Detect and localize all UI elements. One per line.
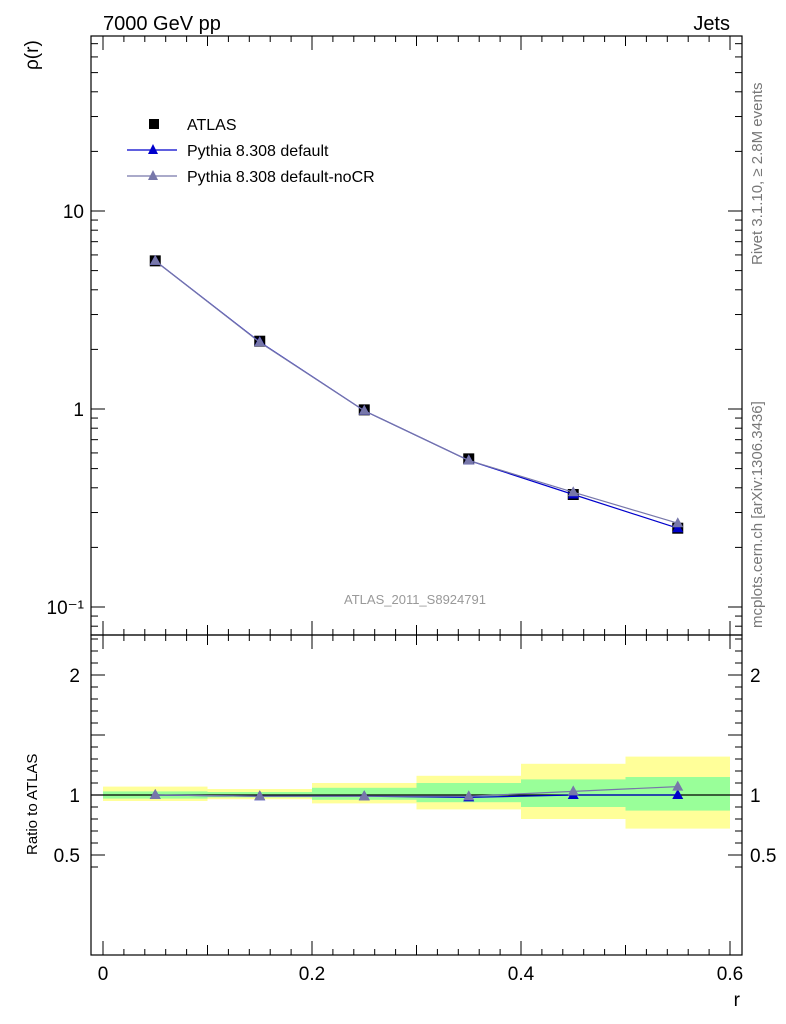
ratio-nocr-point — [254, 790, 266, 801]
main-series — [149, 254, 684, 534]
x-tick-label: 0.2 — [299, 964, 325, 985]
x-tick-label: 0 — [98, 964, 109, 985]
ratio-y-tick-label: 1 — [69, 786, 80, 807]
ratio-y-axis-label: Ratio to ATLAS — [24, 754, 41, 855]
header-left: 7000 GeV pp — [103, 13, 221, 35]
nocr-point — [567, 486, 579, 497]
ratio-y-tick-label: 0.5 — [54, 846, 80, 867]
main-y-tick-label: 10⁻¹ — [47, 598, 85, 619]
legend-entry-atlas: ATLAS — [149, 117, 237, 134]
default-point — [672, 522, 684, 533]
nocr-line — [154, 260, 678, 524]
ratio-plot-frame — [90, 634, 743, 956]
x-tick-label: 0.4 — [508, 964, 535, 985]
legend-marker-default — [148, 144, 158, 154]
legend-entry-nocr: Pythia 8.308 default-noCR — [127, 169, 375, 186]
ratio-nocr-point — [672, 780, 684, 791]
main-y-tick-label: 1 — [73, 400, 84, 421]
ratio-y-tick-label: 2 — [69, 666, 80, 687]
main-y-tick-label: 10 — [63, 202, 84, 223]
ratio-nocr-point — [567, 785, 579, 796]
ratio-nocr-point — [358, 790, 370, 801]
ratio-y-tick-label-right: 2 — [750, 666, 761, 687]
analysis-label: ATLAS_2011_S8924791 — [344, 592, 486, 607]
x-axis-label: r — [734, 990, 741, 1011]
x-tick-label: 0.6 — [717, 964, 743, 985]
default-line — [154, 260, 678, 529]
ratio-series — [149, 780, 684, 802]
axis-tick-labels: 10⁻¹ 1 10 0.5 0.5 1 1 2 2 0 0.2 0.4 0.6 — [47, 202, 777, 985]
legend-label-atlas: ATLAS — [187, 117, 237, 134]
header-right: Jets — [693, 13, 730, 35]
legend-marker-nocr — [148, 170, 158, 180]
nocr-point — [149, 254, 161, 265]
ratio-y-tick-label-right: 0.5 — [750, 846, 776, 867]
rivet-label: Rivet 3.1.10, ≥ 2.8M events — [749, 83, 766, 266]
legend-label-default: Pythia 8.308 default — [187, 143, 329, 160]
legend-marker-atlas — [149, 119, 159, 129]
nocr-point — [254, 336, 266, 347]
ratio-nocr-line — [155, 786, 678, 797]
legend-entry-default: Pythia 8.308 default — [127, 143, 329, 160]
main-y-axis-label: ρ(r) — [22, 40, 43, 70]
nocr-point — [463, 454, 475, 465]
ratio-uncertainty-bands — [91, 756, 742, 829]
legend: ATLAS Pythia 8.308 default Pythia 8.308 … — [127, 117, 375, 186]
ratio-nocr-point — [463, 790, 475, 801]
legend-label-nocr: Pythia 8.308 default-noCR — [187, 169, 375, 186]
ratio-default-point — [672, 789, 684, 799]
ratio-nocr-point — [149, 789, 161, 799]
nocr-point — [358, 404, 370, 415]
mcplots-label: mcplots.cern.ch [arXiv:1306.3436] — [749, 401, 766, 628]
ratio-y-tick-label-right: 1 — [750, 786, 761, 807]
axis-ticks — [91, 36, 742, 955]
nocr-point — [672, 517, 684, 528]
